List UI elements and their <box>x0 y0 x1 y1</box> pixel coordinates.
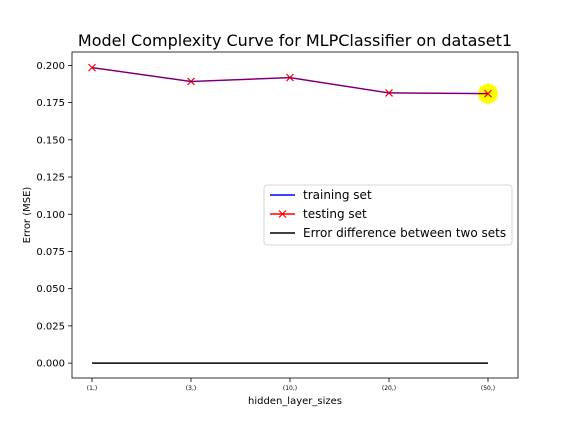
x-tick-label: (20,) <box>382 385 396 392</box>
legend-frame <box>263 184 513 246</box>
y-tick-label: 0.075 <box>36 247 65 258</box>
x-tick-label: (1,) <box>87 385 97 392</box>
y-tick-label: 0.025 <box>36 321 65 332</box>
chart-title: Model Complexity Curve for MLPClassifier… <box>78 31 512 50</box>
legend-label-testing-set: testing set <box>303 207 367 221</box>
x-tick-label: (50,) <box>481 385 495 392</box>
legend: training set testing set Error differenc… <box>263 184 513 246</box>
legend-marker-testing-set <box>278 210 287 218</box>
y-tick-label: 0.150 <box>36 135 65 146</box>
legend-label-training-set: training set <box>303 188 372 202</box>
series-line-training-set <box>91 67 489 95</box>
x-axis-label: hidden_layer_sizes <box>248 396 342 407</box>
y-tick-label: 0.050 <box>36 284 65 295</box>
legend-marker-x <box>278 210 287 218</box>
y-axis-label: Error (MSE) <box>22 187 33 244</box>
legend-label-error-difference: Error difference between two sets <box>303 226 506 240</box>
y-tick-label: 0.125 <box>36 173 65 184</box>
y-tick-label: 0.000 <box>36 359 65 370</box>
x-tick-label: (10,) <box>283 385 297 392</box>
y-tick-label: 0.175 <box>36 98 65 109</box>
y-axis-ticks: 0.000 0.025 0.050 0.075 0.100 0.125 0.150 0.175… <box>36 61 72 370</box>
series-layer <box>88 63 498 364</box>
y-tick-label: 0.200 <box>36 61 65 72</box>
y-tick-label: 0.100 <box>36 210 65 221</box>
x-tick-label: (3,) <box>186 385 196 392</box>
x-axis-ticks: (1,) (3,) (10,) (20,) (50,) <box>87 378 495 392</box>
